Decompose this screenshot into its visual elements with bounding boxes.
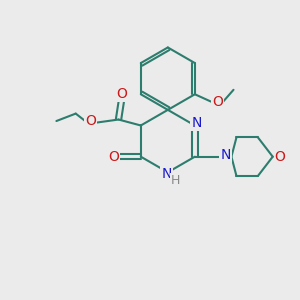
Text: N: N: [191, 116, 202, 130]
Text: N: N: [161, 167, 172, 181]
Text: O: O: [85, 114, 96, 128]
Text: O: O: [108, 150, 119, 164]
Text: O: O: [116, 87, 127, 101]
Text: O: O: [212, 95, 223, 109]
Text: H: H: [171, 174, 180, 187]
Text: O: O: [275, 150, 286, 164]
Text: N: N: [220, 148, 231, 162]
